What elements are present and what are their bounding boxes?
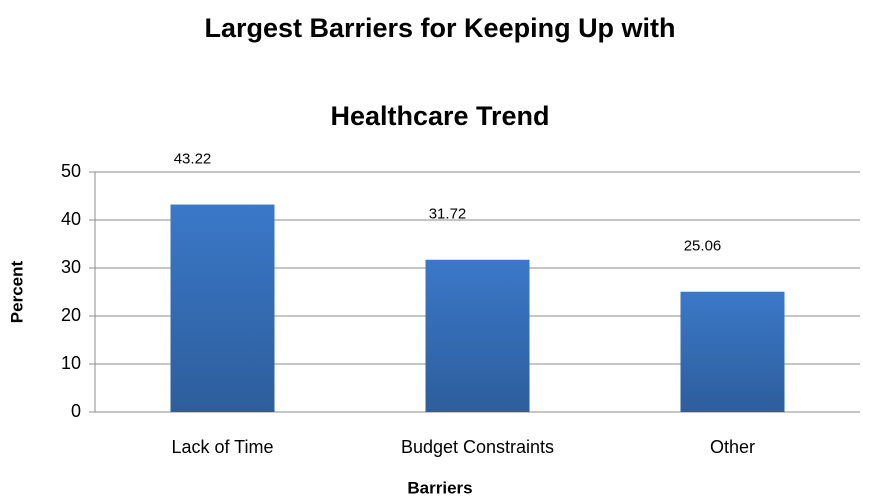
y-tick-label: 40 (61, 209, 81, 229)
y-tick-label: 20 (61, 305, 81, 325)
value-label: 31.72 (429, 206, 467, 223)
chart-title: Largest Barriers for Keeping Up with (204, 13, 675, 43)
value-label: 43.22 (174, 151, 212, 168)
y-axis-title: Percent (7, 260, 26, 323)
chart-title: Healthcare Trend (330, 101, 549, 131)
bar-shade (680, 291, 785, 412)
y-tick-label: 0 (71, 401, 81, 421)
y-tick-label: 50 (61, 161, 81, 181)
bar-shade (425, 259, 530, 412)
x-tick-label: Other (710, 437, 755, 457)
y-tick-label: 10 (61, 353, 81, 373)
x-axis-title: Barriers (407, 478, 472, 497)
bar-shade (170, 204, 275, 412)
x-tick-label: Budget Constraints (401, 437, 554, 457)
x-tick-label: Lack of Time (171, 437, 273, 457)
y-tick-label: 30 (61, 257, 81, 277)
value-label: 25.06 (684, 238, 722, 255)
